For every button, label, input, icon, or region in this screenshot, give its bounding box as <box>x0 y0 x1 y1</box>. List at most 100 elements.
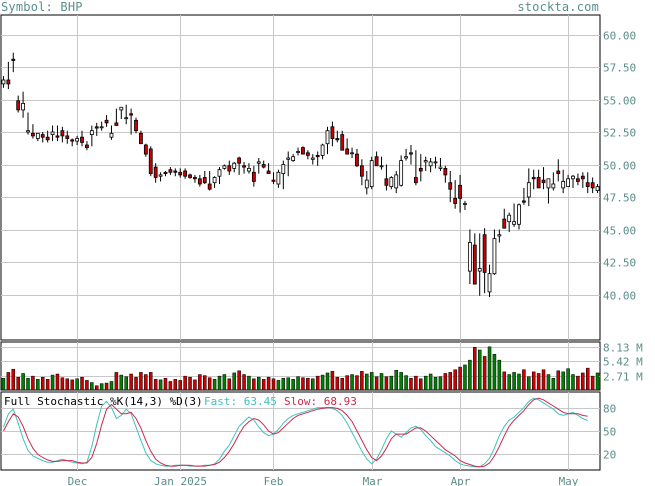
candle-body <box>45 136 50 141</box>
volume-bar <box>139 372 143 391</box>
candle-body <box>428 161 433 167</box>
x-tick-label: Apr <box>451 475 471 486</box>
volume-bar <box>198 374 202 391</box>
candle-body <box>340 134 345 151</box>
candle-body <box>40 134 45 138</box>
candle-body <box>271 179 276 182</box>
slow-legend: Slow: 68.93 <box>284 395 357 408</box>
candle-body <box>492 238 497 275</box>
candle-body <box>89 130 94 135</box>
candle-body <box>595 186 600 191</box>
volume-bar <box>281 378 286 391</box>
volume-bar <box>65 378 70 391</box>
volume-bar <box>227 378 232 391</box>
price-tick-label: 45.00 <box>603 225 636 238</box>
candle-body <box>21 103 25 111</box>
volume-bar <box>556 370 561 391</box>
stochastic-tick-label: 50 <box>603 426 616 439</box>
candle-body <box>364 179 369 189</box>
volume-bar <box>595 372 600 391</box>
candle-body <box>70 139 75 142</box>
stochastic-title: Full Stochastic %K(14,3) %D(3) <box>4 395 203 408</box>
candle-body <box>207 183 212 190</box>
volume-bar <box>522 369 526 391</box>
candle-body <box>197 178 202 185</box>
candle-body <box>369 160 374 188</box>
volume-bar <box>369 372 374 391</box>
candle-body <box>585 182 590 187</box>
price-tick-label: 47.50 <box>603 192 636 205</box>
volume-bar <box>134 376 138 391</box>
candle-body <box>222 165 227 169</box>
stochastic-tick-label: 20 <box>603 449 616 462</box>
volume-bar <box>247 375 251 391</box>
candle-body <box>472 244 477 285</box>
candle-body <box>286 157 291 160</box>
candle-body <box>394 174 399 189</box>
volume-bar <box>163 378 168 391</box>
candle-body <box>281 164 286 175</box>
volume-bar <box>394 370 398 391</box>
candle-body <box>109 132 114 138</box>
candle-body <box>359 165 364 177</box>
candle-body <box>541 179 546 184</box>
candle-body <box>256 161 261 164</box>
volume-bar <box>55 373 60 391</box>
candle-body <box>448 182 453 190</box>
price-tick-label: 52.50 <box>603 127 636 140</box>
volume-bar <box>325 372 330 391</box>
volume-bar <box>16 376 20 391</box>
candle-body <box>409 152 413 155</box>
x-tick-label: Mar <box>363 475 383 486</box>
candle-body <box>65 135 70 139</box>
volume-bar <box>458 366 462 391</box>
candle-body <box>266 170 271 174</box>
volume-bar <box>26 378 30 391</box>
volume-bar <box>104 382 109 391</box>
volume-bar <box>355 375 359 391</box>
volume-bar <box>512 372 516 391</box>
candle-body <box>458 184 462 199</box>
volume-bar <box>345 375 349 391</box>
candle-body <box>188 174 192 178</box>
candle-body <box>384 178 389 186</box>
candle-body <box>217 169 222 177</box>
candle-body <box>168 169 173 173</box>
volume-bar <box>252 378 256 391</box>
volume-bar <box>453 369 457 391</box>
price-tick-label: 60.00 <box>603 30 636 43</box>
volume-bar <box>536 373 541 391</box>
candle-body <box>418 167 423 172</box>
candle-body <box>55 135 60 138</box>
volume-bar <box>404 375 408 391</box>
candle-body <box>193 177 197 180</box>
volume-bar <box>6 372 11 391</box>
candle-body <box>119 106 124 111</box>
volume-bar <box>330 371 335 391</box>
volume-bar <box>193 379 197 391</box>
candle-body <box>99 126 104 129</box>
candle-body <box>580 175 585 180</box>
candle-body <box>561 180 566 189</box>
volume-bar <box>237 370 241 391</box>
candle-body <box>374 156 379 167</box>
volume-bar <box>585 367 590 391</box>
volume-bar <box>257 376 261 391</box>
candle-body <box>467 242 472 272</box>
volume-bar <box>541 369 546 391</box>
volume-bar <box>448 372 452 391</box>
volume-bar <box>144 374 148 391</box>
candle-body <box>330 126 335 139</box>
price-tick-label: 40.00 <box>603 290 636 303</box>
volume-bar <box>203 375 207 391</box>
candle-body <box>517 204 521 225</box>
price-tick-label: 42.50 <box>603 257 636 270</box>
candle-body <box>487 273 492 293</box>
volume-bar <box>301 377 305 391</box>
candle-body <box>477 268 482 272</box>
volume-bar <box>409 378 413 391</box>
x-tick-label: Jan 2025 <box>154 475 207 486</box>
symbol-label: Symbol: BHP <box>1 0 83 14</box>
volume-tick-label: 5.42 M <box>603 356 643 369</box>
volume-bar <box>581 372 585 391</box>
